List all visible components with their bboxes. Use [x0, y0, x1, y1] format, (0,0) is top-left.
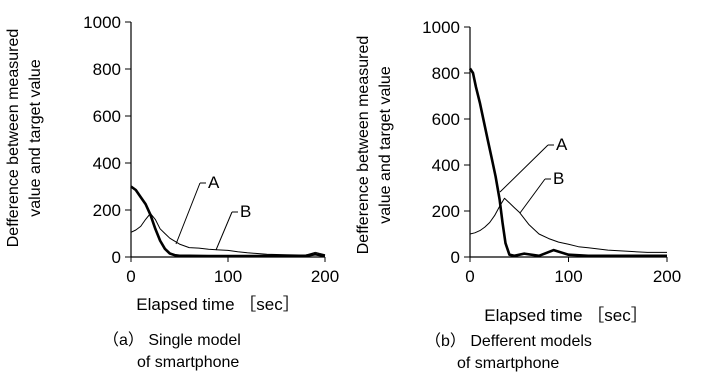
- annotation-label-b: B: [240, 202, 251, 221]
- series-line-b: [469, 197, 667, 253]
- y-tick-label: 400: [432, 156, 460, 175]
- chart-panel-a: Defference between measured value and ta…: [5, 13, 339, 371]
- caption-line2-b: of smartphone: [457, 355, 559, 372]
- y-axis-label-line1-a: Defference between measured: [5, 29, 22, 248]
- caption-line1-a: （a） Single model: [103, 331, 241, 349]
- x-tick-label: 200: [311, 267, 339, 286]
- chart-panel-b: Defference between measured value and ta…: [355, 18, 681, 372]
- x-tick-label: 100: [554, 267, 582, 286]
- caption-line1-b: （b） Defferent models: [425, 332, 592, 350]
- y-tick-label: 1000: [422, 18, 460, 37]
- y-tick-label: 0: [112, 248, 121, 267]
- x-tick-label: 0: [465, 267, 474, 286]
- x-axis-label-a: Elapsed time ［sec］: [136, 295, 299, 314]
- series-line-b: [130, 213, 326, 256]
- y-tick-label: 600: [432, 110, 460, 129]
- y-tick-label: 600: [93, 107, 121, 126]
- annotation-leader-b: [215, 211, 233, 251]
- x-tick-label: 200: [653, 267, 681, 286]
- x-tick-label: 0: [126, 267, 135, 286]
- y-tick-label: 200: [432, 202, 460, 221]
- annotation-label-b: B: [553, 169, 564, 188]
- annotation-leader-a: [499, 144, 549, 193]
- y-axis-label-line2-a: value and target value: [27, 59, 44, 217]
- annotation-label-a: A: [556, 135, 568, 154]
- y-tick-label: 0: [451, 248, 460, 267]
- y-axis-label-line2-b: value and target value: [377, 66, 394, 224]
- series-line-a: [130, 185, 326, 258]
- y-tick-label: 200: [93, 201, 121, 220]
- y-tick-label: 800: [93, 60, 121, 79]
- caption-line2-a: of smartphone: [137, 354, 239, 371]
- x-tick-label: 100: [214, 267, 242, 286]
- y-axis-label-line1-b: Defference between measured: [355, 36, 372, 255]
- annotation-leader-a: [175, 182, 201, 245]
- annotation-label-a: A: [208, 173, 220, 192]
- plot-area-a: 0 200 400 600 800 1000 0 100 200 A B: [83, 13, 339, 286]
- y-tick-label: 400: [93, 154, 121, 173]
- y-tick-label: 1000: [83, 13, 121, 32]
- y-tick-label: 800: [432, 64, 460, 83]
- plot-area-b: 0 200 400 600 800 1000 0 100 200 AB: [422, 18, 681, 286]
- x-axis-label-b: Elapsed time ［sec］: [484, 306, 647, 325]
- series-line-a: [468, 67, 667, 258]
- annotation-leader-b: [519, 178, 546, 214]
